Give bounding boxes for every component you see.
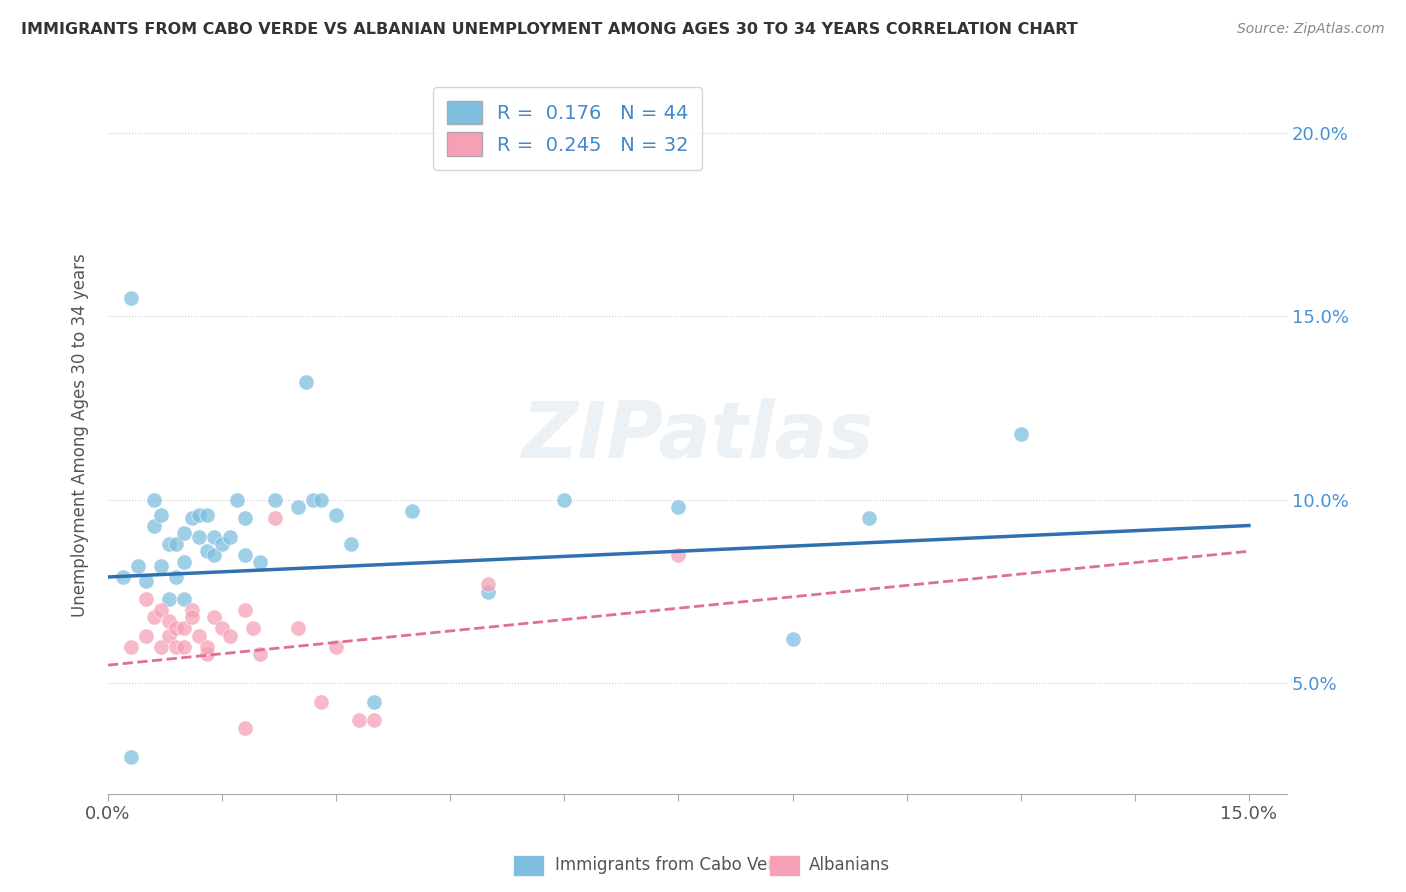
Point — [363, 713, 385, 727]
Point — [401, 504, 423, 518]
Point — [477, 577, 499, 591]
Point — [233, 721, 256, 735]
Point — [173, 621, 195, 635]
Point — [165, 537, 187, 551]
Point — [195, 508, 218, 522]
Point — [287, 500, 309, 515]
Point — [218, 530, 240, 544]
Point — [226, 492, 249, 507]
Point — [287, 621, 309, 635]
Point — [233, 603, 256, 617]
Point — [120, 750, 142, 764]
Point — [157, 592, 180, 607]
Point — [157, 614, 180, 628]
Point — [782, 632, 804, 647]
Point — [553, 492, 575, 507]
Text: IMMIGRANTS FROM CABO VERDE VS ALBANIAN UNEMPLOYMENT AMONG AGES 30 TO 34 YEARS CO: IMMIGRANTS FROM CABO VERDE VS ALBANIAN U… — [21, 22, 1078, 37]
Point — [242, 621, 264, 635]
Point — [218, 629, 240, 643]
Point — [668, 548, 690, 562]
Point — [195, 544, 218, 558]
Point — [204, 610, 226, 624]
Point — [157, 629, 180, 643]
Point — [233, 511, 256, 525]
Point — [173, 640, 195, 654]
Point — [233, 548, 256, 562]
Point — [173, 592, 195, 607]
Point — [165, 570, 187, 584]
Point — [120, 291, 142, 305]
Point — [211, 621, 233, 635]
Point — [127, 558, 149, 573]
Point — [325, 508, 347, 522]
Point — [249, 555, 271, 569]
Text: Source: ZipAtlas.com: Source: ZipAtlas.com — [1237, 22, 1385, 37]
Point — [195, 640, 218, 654]
Point — [195, 647, 218, 661]
Point — [294, 376, 316, 390]
Point — [347, 713, 370, 727]
Text: Immigrants from Cabo Verde: Immigrants from Cabo Verde — [555, 856, 796, 874]
Point — [112, 570, 135, 584]
Point — [135, 629, 157, 643]
Point — [150, 603, 173, 617]
Point — [204, 530, 226, 544]
Point — [211, 537, 233, 551]
Point — [309, 492, 332, 507]
Y-axis label: Unemployment Among Ages 30 to 34 years: Unemployment Among Ages 30 to 34 years — [72, 253, 89, 617]
Point — [204, 548, 226, 562]
Point — [165, 621, 187, 635]
Point — [173, 525, 195, 540]
Point — [142, 518, 165, 533]
Text: ZIPatlas: ZIPatlas — [522, 398, 873, 474]
Point — [264, 492, 287, 507]
Point — [142, 610, 165, 624]
Point — [188, 629, 211, 643]
Point — [142, 492, 165, 507]
Point — [180, 511, 202, 525]
Point — [302, 492, 325, 507]
Point — [180, 603, 202, 617]
Point — [264, 511, 287, 525]
Point — [120, 640, 142, 654]
Point — [325, 640, 347, 654]
Point — [157, 537, 180, 551]
Point — [477, 584, 499, 599]
Point — [135, 592, 157, 607]
Point — [188, 530, 211, 544]
Point — [150, 558, 173, 573]
Point — [135, 574, 157, 588]
Point — [668, 500, 690, 515]
Point — [188, 508, 211, 522]
Point — [363, 695, 385, 709]
Point — [180, 610, 202, 624]
Point — [150, 508, 173, 522]
Point — [173, 555, 195, 569]
Point — [165, 640, 187, 654]
Point — [858, 511, 880, 525]
Text: Albanians: Albanians — [808, 856, 890, 874]
Legend: R =  0.176   N = 44, R =  0.245   N = 32: R = 0.176 N = 44, R = 0.245 N = 32 — [433, 87, 703, 169]
Point — [1010, 426, 1032, 441]
Point — [309, 695, 332, 709]
Point — [150, 640, 173, 654]
Point — [249, 647, 271, 661]
Point — [340, 537, 363, 551]
